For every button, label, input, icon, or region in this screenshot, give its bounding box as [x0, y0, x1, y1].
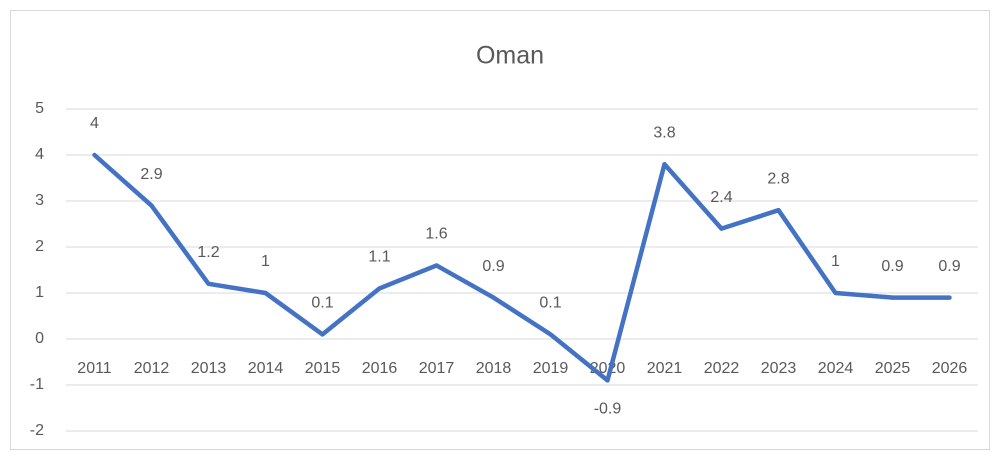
- data-label: 0.9: [938, 258, 960, 275]
- data-label: 1: [261, 253, 270, 270]
- y-tick-label: 1: [35, 284, 44, 301]
- x-tick-label: 2012: [134, 360, 170, 377]
- x-tick-label: 2013: [191, 360, 227, 377]
- x-tick-label: 2021: [647, 360, 683, 377]
- x-tick-label: 2019: [533, 360, 569, 377]
- y-tick-label: 2: [35, 238, 44, 255]
- data-label: 3.8: [653, 124, 675, 141]
- line-series: [92, 152, 952, 383]
- data-label: 0.9: [881, 258, 903, 275]
- x-tick-label: 2011: [77, 360, 112, 377]
- x-tick-label: 2024: [818, 360, 854, 377]
- x-tick-label: 2015: [305, 360, 341, 377]
- x-tick-label: 2025: [875, 360, 911, 377]
- data-label: 0.1: [311, 295, 333, 312]
- x-tick-label: 2017: [419, 360, 455, 377]
- chart-border: [10, 10, 990, 450]
- y-tick-label: 0: [35, 330, 44, 347]
- data-label: 1.2: [197, 244, 219, 261]
- chart-title: Oman: [476, 42, 544, 70]
- data-label: 0.1: [539, 295, 561, 312]
- x-tick-label: 2014: [248, 360, 284, 377]
- data-label: -0.9: [594, 401, 622, 418]
- y-tick-label: 3: [35, 192, 44, 209]
- x-tick-label: 2022: [704, 360, 740, 377]
- data-label: 1.6: [425, 226, 447, 243]
- x-tick-label: 2026: [932, 360, 968, 377]
- data-label: 4: [90, 115, 99, 132]
- y-tick-label: 5: [35, 100, 44, 117]
- data-label: 1.1: [368, 249, 390, 266]
- data-label: 2.9: [140, 166, 162, 183]
- data-label: 2.4: [710, 189, 732, 206]
- x-tick-label: 2016: [362, 360, 398, 377]
- data-label: 1: [831, 253, 840, 270]
- y-tick-label: -2: [30, 422, 44, 439]
- x-tick-label: 2023: [761, 360, 797, 377]
- x-tick-label: 2018: [476, 360, 512, 377]
- data-label: 0.9: [482, 258, 504, 275]
- data-label: 2.8: [767, 170, 789, 187]
- y-tick-label: 4: [35, 146, 44, 163]
- y-tick-label: -1: [30, 376, 44, 393]
